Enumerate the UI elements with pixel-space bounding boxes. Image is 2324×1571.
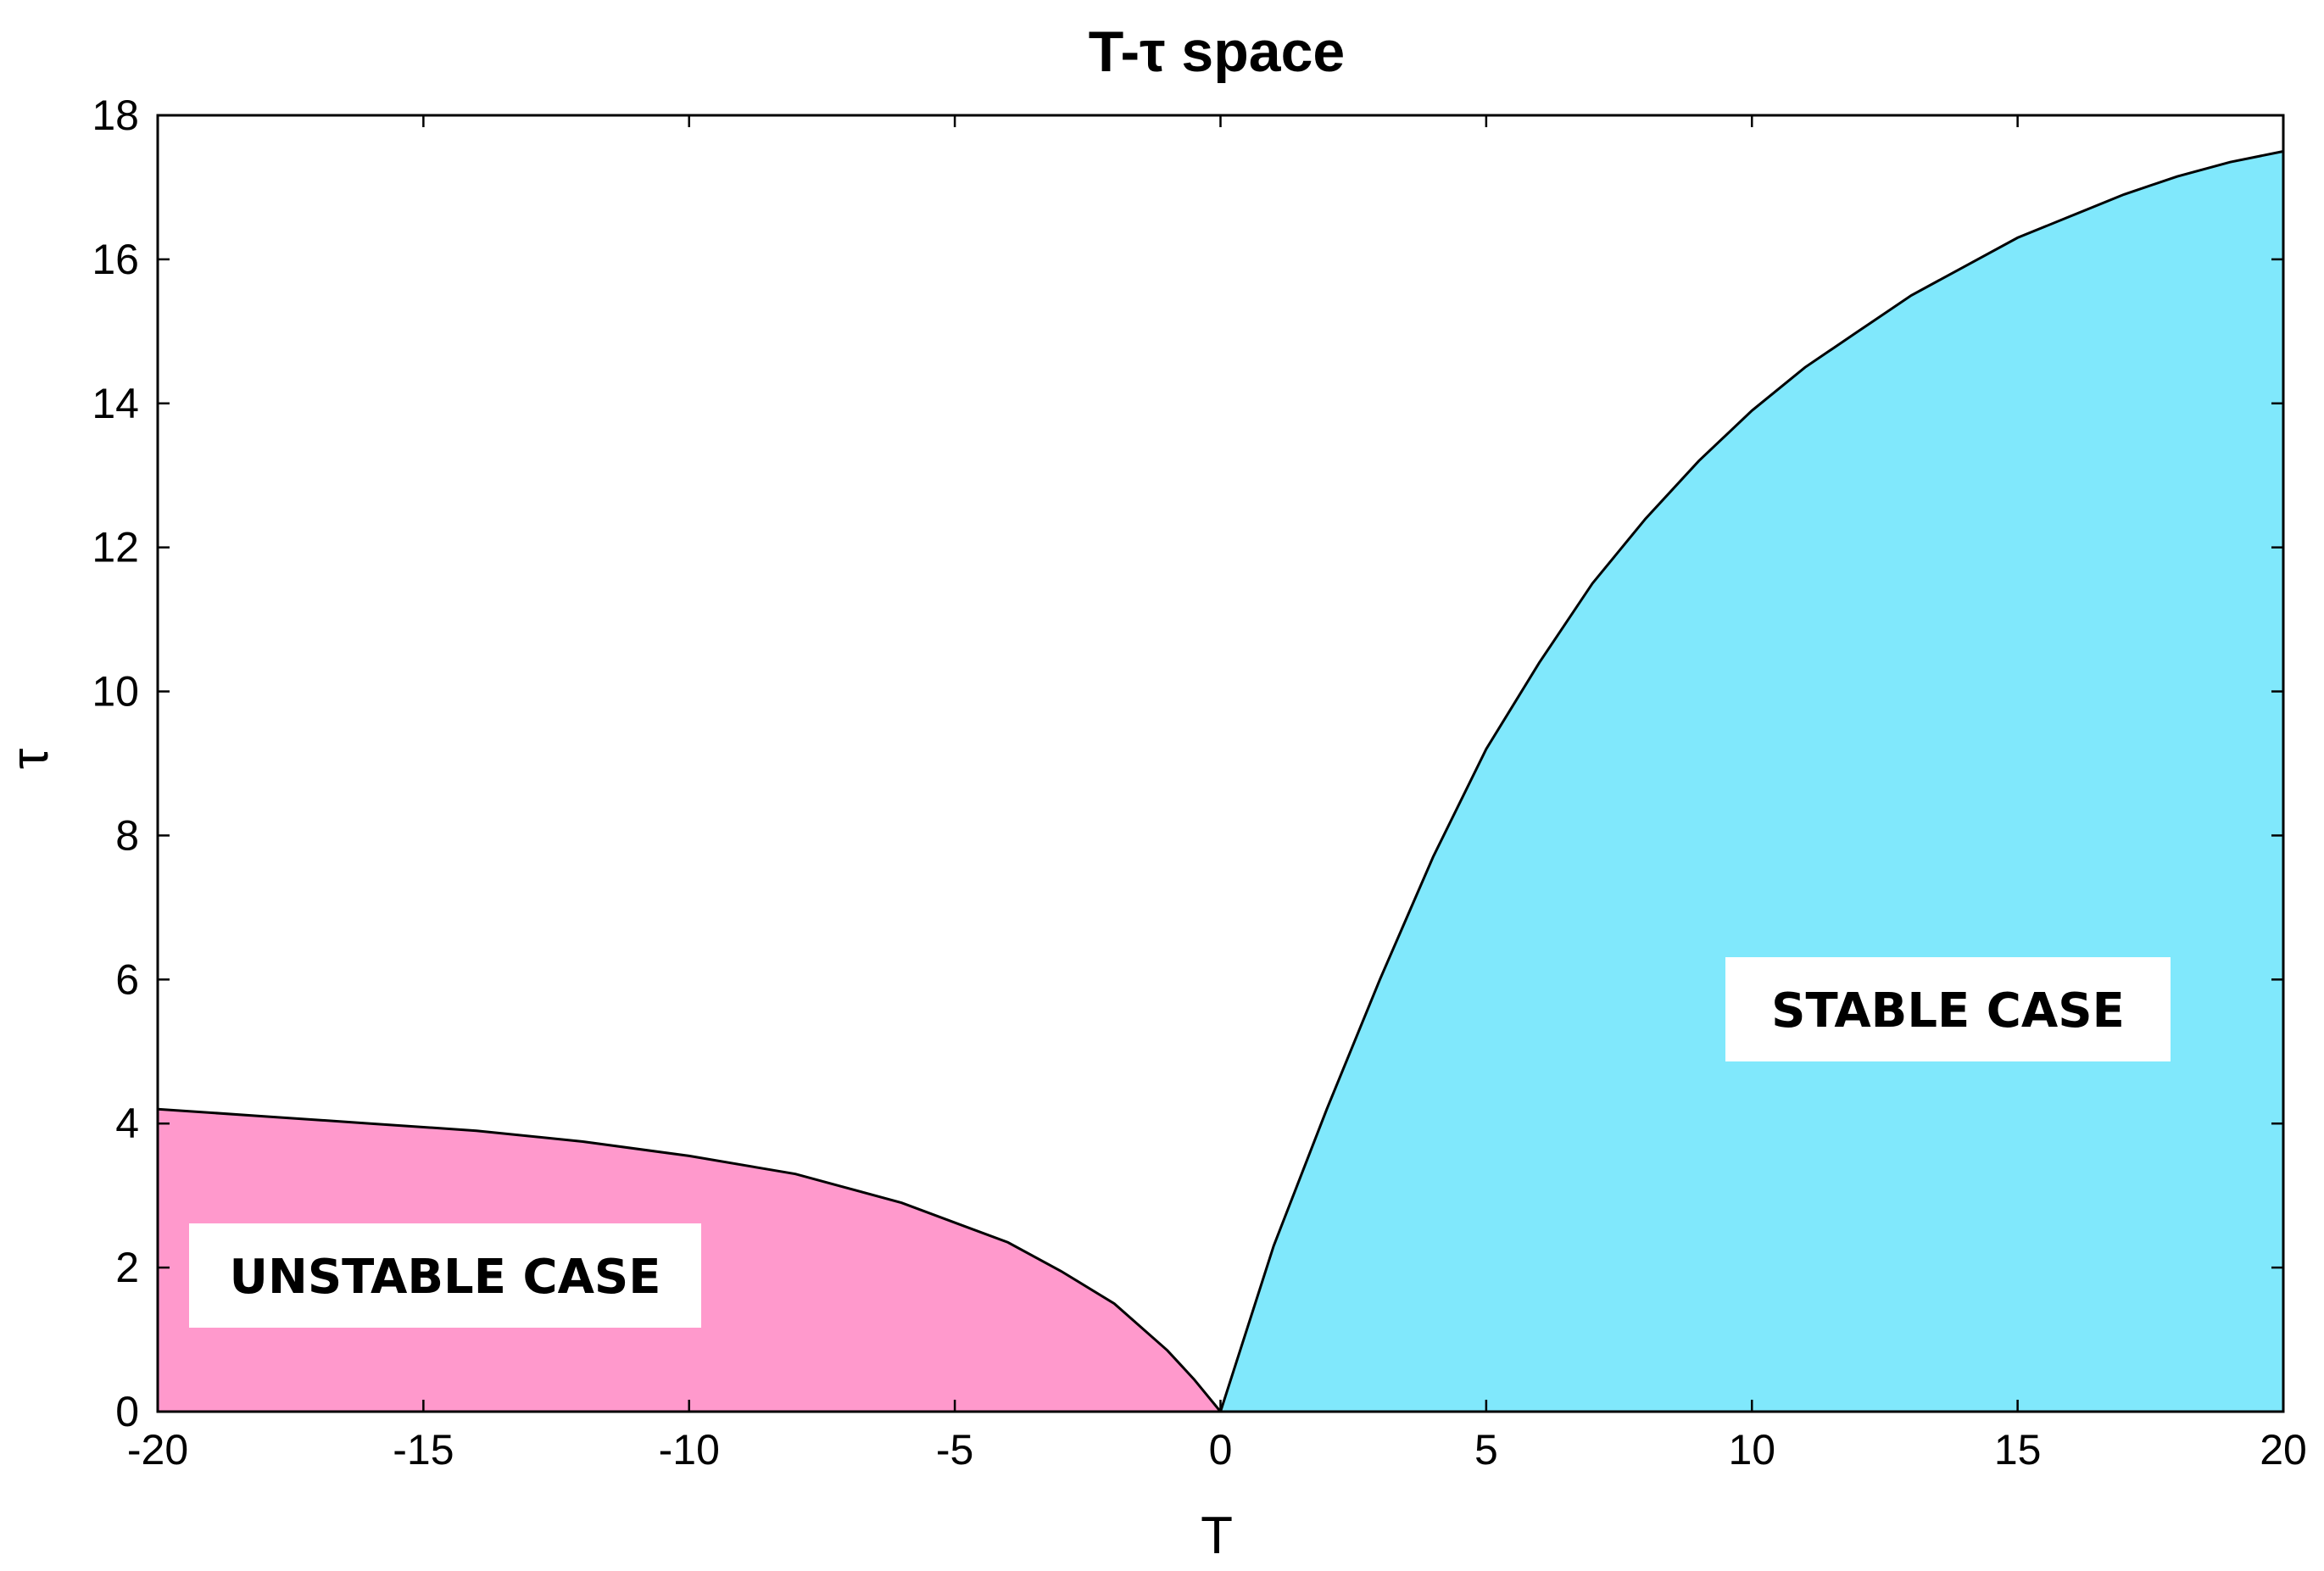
boundary-curves (157, 150, 2284, 1412)
stable-region-boundary (1219, 150, 2284, 1412)
y-tick-label: 0 (115, 1388, 139, 1435)
x-tick-label: 0 (1209, 1426, 1233, 1474)
unstable-case-label-background (189, 1223, 701, 1328)
y-tick-label: 14 (92, 380, 139, 427)
stable-region-fill (1220, 151, 2283, 1412)
x-tick-label: 5 (1474, 1426, 1498, 1474)
stable-case-label: STABLE CASE (1771, 983, 2125, 1039)
y-tick-label: 12 (92, 524, 139, 571)
stable-case-label-box: STABLE CASE (1725, 957, 2171, 1061)
unstable-region-boundary (157, 1107, 1222, 1412)
stable-case-label-background (1725, 957, 2171, 1061)
x-axis-tick-labels: -20 -15 -10 -5 0 5 10 15 20 (127, 1426, 2307, 1474)
axis-ticks (156, 114, 2285, 1413)
chart-title: T-τ space (1089, 19, 1345, 84)
x-tick-label: -10 (659, 1426, 720, 1474)
y-tick-label: 16 (92, 236, 139, 283)
x-tick-label: -5 (936, 1426, 973, 1474)
y-axis-tick-labels: 0 2 4 6 8 10 12 14 16 18 (92, 92, 139, 1435)
unstable-case-label: UNSTABLE CASE (229, 1250, 660, 1305)
y-tick-label: 8 (115, 811, 139, 859)
y-tick-label: 6 (115, 955, 139, 1003)
y-tick-label: 4 (115, 1100, 139, 1147)
unstable-case-label-box: UNSTABLE CASE (189, 1223, 701, 1328)
y-tick-label: 10 (92, 668, 139, 716)
x-tick-label: -20 (127, 1426, 188, 1474)
x-tick-label: 20 (2260, 1426, 2307, 1474)
x-tick-label: 15 (1994, 1426, 2042, 1474)
y-axis-label: τ (1, 749, 59, 770)
x-tick-label: -15 (393, 1426, 454, 1474)
x-tick-label: 10 (1728, 1426, 1775, 1474)
y-tick-label: 2 (115, 1244, 139, 1291)
plot-area (156, 114, 2285, 1413)
x-axis-label: T (1201, 1507, 1233, 1565)
y-tick-label: 18 (92, 92, 139, 139)
